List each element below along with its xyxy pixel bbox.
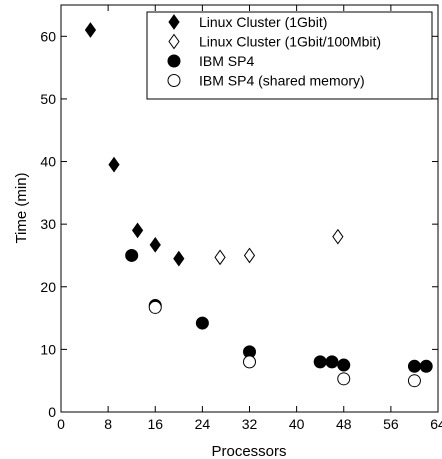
data-point (195, 316, 209, 330)
legend-label: IBM SP4 (shared memory) (199, 73, 365, 89)
x-tick-label: 48 (336, 416, 352, 432)
data-points (84, 22, 433, 388)
legend-label: IBM SP4 (199, 53, 254, 69)
x-tick-label: 0 (57, 416, 65, 432)
tick-labels: 0 8 16 24 32 40 48 56 64 0 10 20 30 40 50 60 (40, 28, 442, 432)
axis-ticks (60, 5, 439, 413)
x-tick-label: 32 (242, 416, 258, 432)
legend-marker (167, 54, 181, 68)
x-tick-label: 8 (104, 416, 112, 432)
y-tick-label: 20 (40, 279, 56, 295)
data-point (407, 374, 421, 388)
data-point (173, 250, 185, 267)
data-point (243, 355, 256, 369)
data-point (313, 355, 327, 369)
data-point (84, 22, 97, 38)
legend: Linux Cluster (1Gbit) Linux Cluster (1Gbi… (146, 11, 433, 100)
legend-label: Linux Cluster (1Gbit/100Mbit) (199, 34, 381, 50)
series-2 (125, 248, 433, 373)
data-point (419, 359, 433, 373)
y-tick-label: 30 (40, 216, 56, 232)
data-point (325, 355, 339, 369)
legend-label: Linux Cluster (1Gbit) (199, 14, 327, 30)
series-0 (84, 22, 185, 267)
x-tick-label: 56 (383, 416, 399, 432)
data-point (125, 248, 139, 262)
data-point (149, 236, 161, 253)
data-point (214, 249, 226, 266)
y-tick-label: 10 (40, 341, 56, 357)
data-point (108, 156, 120, 173)
legend-marker (167, 74, 181, 87)
y-tick-label: 40 (40, 154, 56, 170)
data-point (337, 372, 351, 386)
x-tick-label: 24 (195, 416, 211, 432)
y-axis-title: Time (min) (13, 172, 30, 243)
y-tick-label: 50 (40, 91, 56, 107)
series-3 (148, 300, 421, 388)
x-tick-label: 64 (430, 416, 442, 432)
series-1 (214, 228, 344, 266)
legend-items: Linux Cluster (1Gbit) Linux Cluster (1Gbi… (167, 14, 381, 89)
data-point (337, 358, 351, 372)
legend-box (146, 11, 433, 100)
x-axis-title: Processors (211, 443, 286, 459)
data-point (148, 300, 162, 314)
y-tick-label: 60 (40, 28, 56, 44)
data-point (131, 222, 144, 239)
data-point (407, 359, 421, 373)
data-point (243, 247, 256, 264)
y-tick-label: 0 (48, 404, 56, 420)
data-point (332, 228, 344, 245)
legend-marker (168, 33, 180, 50)
legend-marker (168, 14, 180, 30)
x-tick-label: 16 (147, 416, 163, 432)
x-tick-label: 40 (289, 416, 305, 432)
